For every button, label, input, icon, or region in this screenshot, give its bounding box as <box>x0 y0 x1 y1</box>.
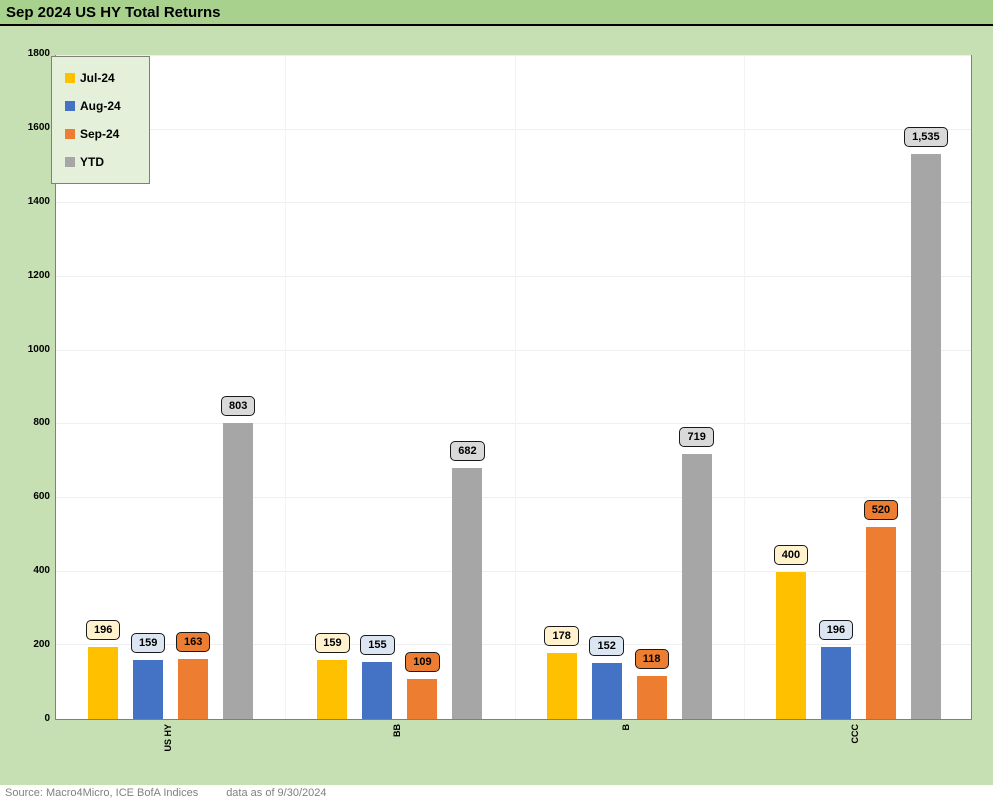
x-axis-category-label: B <box>621 724 632 731</box>
bar-ytd <box>452 467 483 719</box>
bar-slot: 155 <box>360 56 395 719</box>
y-axis-tick-label: 1200 <box>27 269 50 281</box>
bar-aug-24 <box>362 661 393 719</box>
legend-label: Sep-24 <box>80 127 120 141</box>
bar-group-b: 178 152 118 719 <box>515 56 744 719</box>
legend-swatch-icon <box>65 129 75 139</box>
bar-group-us-hy: 196 159 163 803 <box>56 56 285 719</box>
bar-data-label: 400 <box>773 544 809 565</box>
bar-slot: 118 <box>634 56 669 719</box>
bar-aug-24 <box>591 663 622 719</box>
legend-swatch-icon <box>65 157 75 167</box>
gridline <box>56 128 971 130</box>
asof-text: data as of 9/30/2024 <box>226 787 327 799</box>
bar-jul-24 <box>317 660 348 719</box>
y-axis-tick-label: 800 <box>33 417 50 429</box>
bar-ytd <box>910 153 941 719</box>
bar-data-label: 159 <box>315 633 350 654</box>
legend-swatch-icon <box>65 73 75 83</box>
bar-aug-24 <box>820 646 851 719</box>
bar-data-label: 178 <box>544 626 579 647</box>
bar-jul-24 <box>775 571 806 719</box>
bar-data-label: 196 <box>85 619 121 640</box>
legend-item-jul-24: Jul-24 <box>65 71 149 85</box>
bar-slot: 803 <box>220 56 256 719</box>
bar-data-label: 118 <box>634 648 669 669</box>
legend-label: Jul-24 <box>80 71 115 85</box>
bar-sep-24 <box>407 678 438 719</box>
gridline <box>56 202 971 204</box>
gridline <box>56 276 971 277</box>
gridline-vertical <box>285 56 287 719</box>
legend-label: YTD <box>80 155 104 169</box>
bar-data-label: 152 <box>589 636 624 657</box>
bar-slot: 520 <box>863 56 899 719</box>
bar-group-ccc: 400 196 520 1,535 <box>744 56 973 719</box>
gridline <box>56 423 971 425</box>
bar-data-label: 520 <box>863 500 899 521</box>
source-footer: Source: Macro4Micro, ICE BofA Indices dat… <box>0 785 993 803</box>
bar-slot: 400 <box>773 56 809 719</box>
bar-slot: 159 <box>130 56 166 719</box>
bar-group-bb: 159 155 109 682 <box>285 56 514 719</box>
bar-data-label: 109 <box>405 651 440 672</box>
bar-data-label: 719 <box>679 427 714 448</box>
plot-area: 196 159 163 803 159 155 109 682 178 152 118 719 400 1… <box>55 55 972 720</box>
bar-jul-24 <box>546 653 577 719</box>
x-axis-labels: US HY BB B CCC <box>55 724 972 782</box>
gridline <box>56 55 971 56</box>
bar-sep-24 <box>636 675 667 719</box>
bar-slot: 178 <box>544 56 579 719</box>
bar-slot: 152 <box>589 56 624 719</box>
bar-data-label: 159 <box>130 633 166 654</box>
source-text: Source: Macro4Micro, ICE BofA Indices <box>5 787 199 799</box>
chart-title: Sep 2024 US HY Total Returns <box>0 0 993 26</box>
bar-ytd <box>223 423 254 719</box>
bar-slot: 682 <box>450 56 485 719</box>
legend-item-sep-24: Sep-24 <box>65 127 149 141</box>
y-axis-tick-label: 0 <box>44 713 50 724</box>
bar-slot: 719 <box>679 56 714 719</box>
bar-sep-24 <box>178 658 209 719</box>
gridline-vertical <box>743 56 745 719</box>
bar-slot: 109 <box>405 56 440 719</box>
bar-ytd <box>681 454 712 719</box>
gridline <box>56 570 971 572</box>
bar-data-label: 803 <box>220 396 256 417</box>
bar-data-label: 155 <box>360 634 395 655</box>
x-axis-category-label: US HY <box>162 724 173 752</box>
bar-slot: 163 <box>175 56 211 719</box>
legend: Jul-24 Aug-24 Sep-24 YTD <box>51 56 150 184</box>
bar-slot: 159 <box>315 56 350 719</box>
bar-jul-24 <box>88 646 119 719</box>
bar-aug-24 <box>133 660 164 719</box>
gridline <box>56 497 971 498</box>
x-axis-category-label: CCC <box>850 724 861 744</box>
bar-data-label: 1,535 <box>904 126 948 147</box>
y-axis: 0 200 400 600 800 1000 1200 1400 1600 1800 <box>0 48 50 724</box>
bar-data-label: 163 <box>175 631 211 652</box>
y-axis-tick-label: 1000 <box>27 343 50 355</box>
gridline <box>56 644 971 646</box>
legend-item-ytd: YTD <box>65 155 149 169</box>
gridline <box>56 349 971 351</box>
bar-data-label: 196 <box>818 619 854 640</box>
y-axis-tick-label: 200 <box>33 639 50 651</box>
gridline-vertical <box>514 56 516 719</box>
y-axis-tick-label: 600 <box>33 491 50 503</box>
bar-sep-24 <box>865 527 896 719</box>
y-axis-tick-label: 400 <box>33 565 50 577</box>
y-axis-tick-label: 1400 <box>27 195 50 207</box>
legend-swatch-icon <box>65 101 75 111</box>
y-axis-tick-label: 1800 <box>27 48 50 59</box>
legend-item-aug-24: Aug-24 <box>65 99 149 113</box>
bar-slot: 196 <box>818 56 854 719</box>
y-axis-tick-label: 1600 <box>27 121 50 133</box>
bar-data-label: 682 <box>450 440 485 461</box>
bar-slot: 1,535 <box>904 56 948 719</box>
legend-label: Aug-24 <box>80 99 121 113</box>
bar-slot: 196 <box>85 56 121 719</box>
x-axis-category-label: BB <box>391 724 402 737</box>
